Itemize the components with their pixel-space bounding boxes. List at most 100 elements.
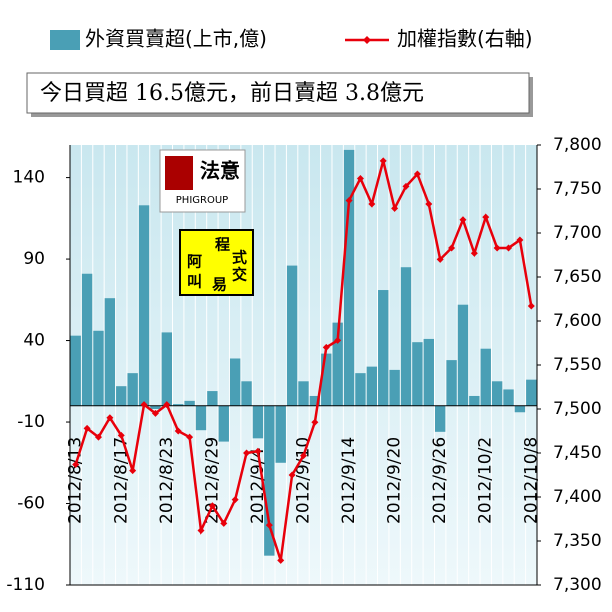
logo-text: 易 — [212, 276, 227, 294]
bar — [93, 330, 104, 406]
bar — [241, 381, 252, 406]
bar — [229, 358, 241, 406]
marker — [174, 427, 182, 435]
bar — [321, 353, 332, 406]
banner: 今日買超 16.5億元，前日賣超 3.8億元 — [40, 81, 424, 106]
marker — [402, 182, 410, 190]
marker — [140, 401, 148, 409]
logo-text: 法意 — [200, 159, 240, 183]
bar — [446, 360, 457, 406]
bar — [469, 395, 480, 406]
logo-text: 式 — [232, 249, 247, 267]
banner-box — [26, 72, 530, 114]
marker — [288, 471, 296, 479]
x-tick-label: 2012/10/2 — [476, 437, 496, 524]
legend-swatch — [363, 36, 371, 44]
marker — [83, 424, 91, 432]
x-tick-label: 2012/9/14 — [339, 437, 359, 524]
marker — [505, 244, 513, 252]
bar — [286, 265, 298, 406]
bar — [138, 205, 150, 406]
marker — [220, 519, 228, 527]
bar — [412, 342, 423, 406]
x-tick-label: 2012/8/23 — [157, 437, 177, 524]
marker — [482, 213, 490, 221]
bar — [184, 400, 195, 406]
marker — [151, 409, 159, 417]
marker — [448, 244, 456, 252]
y-tick-label: 90 — [23, 249, 45, 269]
logo-text: 叫 — [187, 273, 202, 291]
marker — [72, 460, 80, 468]
bar — [526, 379, 537, 406]
y2-tick-label: 7,800 — [553, 135, 602, 155]
marker — [208, 502, 216, 510]
bar — [173, 404, 184, 406]
y2-tick-label: 7,650 — [553, 267, 602, 287]
marker — [106, 414, 114, 422]
marker — [413, 170, 421, 178]
marker — [243, 449, 251, 457]
marker — [231, 496, 239, 504]
marker — [311, 418, 319, 426]
marker — [197, 526, 205, 534]
marker — [527, 302, 535, 310]
bar — [275, 405, 286, 463]
bar — [309, 395, 321, 406]
bar — [457, 304, 469, 406]
y-tick-label: -110 — [6, 575, 45, 595]
marker — [470, 249, 478, 257]
bar — [514, 405, 526, 413]
logo-text: PHIGROUP — [176, 195, 228, 206]
y2-tick-label: 7,450 — [553, 443, 602, 463]
bar — [252, 405, 264, 439]
y2-tick-label: 7,350 — [553, 531, 602, 551]
y2-tick-label: 7,600 — [553, 311, 602, 331]
marker — [356, 174, 364, 182]
x-tick-label: 2012/8/29 — [202, 437, 222, 524]
bar — [298, 381, 309, 406]
bar — [343, 149, 355, 406]
legend-swatch — [50, 30, 80, 50]
logo-text: 交 — [232, 266, 247, 284]
bar — [218, 405, 229, 442]
marker — [459, 216, 467, 224]
bar — [127, 373, 138, 406]
y2-tick-label: 7,550 — [553, 355, 602, 375]
y-tick-label: -60 — [17, 494, 45, 514]
y2-tick-label: 7,500 — [553, 399, 602, 419]
bar — [491, 381, 503, 406]
y2-tick-label: 7,400 — [553, 487, 602, 507]
logo-box — [179, 229, 254, 296]
logo-text: 程 — [215, 236, 230, 254]
y-tick-label: -10 — [17, 412, 45, 432]
legend-label: 加權指數(右軸) — [397, 27, 533, 51]
bar — [378, 290, 389, 406]
marker — [94, 433, 102, 441]
bar — [70, 335, 81, 406]
x-tick-label: 2012/8/17 — [111, 437, 131, 524]
marker — [436, 255, 444, 263]
logos: 法意 PHIGROUP 程 式 阿 交 叫 易 — [159, 149, 254, 296]
marker — [425, 200, 433, 208]
marker — [186, 433, 194, 441]
y2-tick-label: 7,700 — [553, 223, 602, 243]
x-tick-label: 2012/9/20 — [385, 437, 405, 524]
y-tick-label: 40 — [23, 331, 45, 351]
marker — [254, 447, 262, 455]
x-tick-label: 2012/10/8 — [521, 437, 541, 524]
bar — [116, 386, 127, 406]
bar — [150, 405, 161, 409]
marker — [322, 343, 330, 351]
marker — [334, 336, 342, 344]
bar — [264, 405, 275, 556]
bar — [195, 405, 207, 431]
marker — [493, 244, 501, 252]
x-tick-label: 2012/9/26 — [430, 437, 450, 524]
bar — [104, 298, 116, 406]
bar — [503, 389, 514, 406]
marker — [163, 401, 171, 409]
bar — [423, 338, 434, 406]
x-tick-label: 2012/9/4 — [248, 448, 268, 524]
